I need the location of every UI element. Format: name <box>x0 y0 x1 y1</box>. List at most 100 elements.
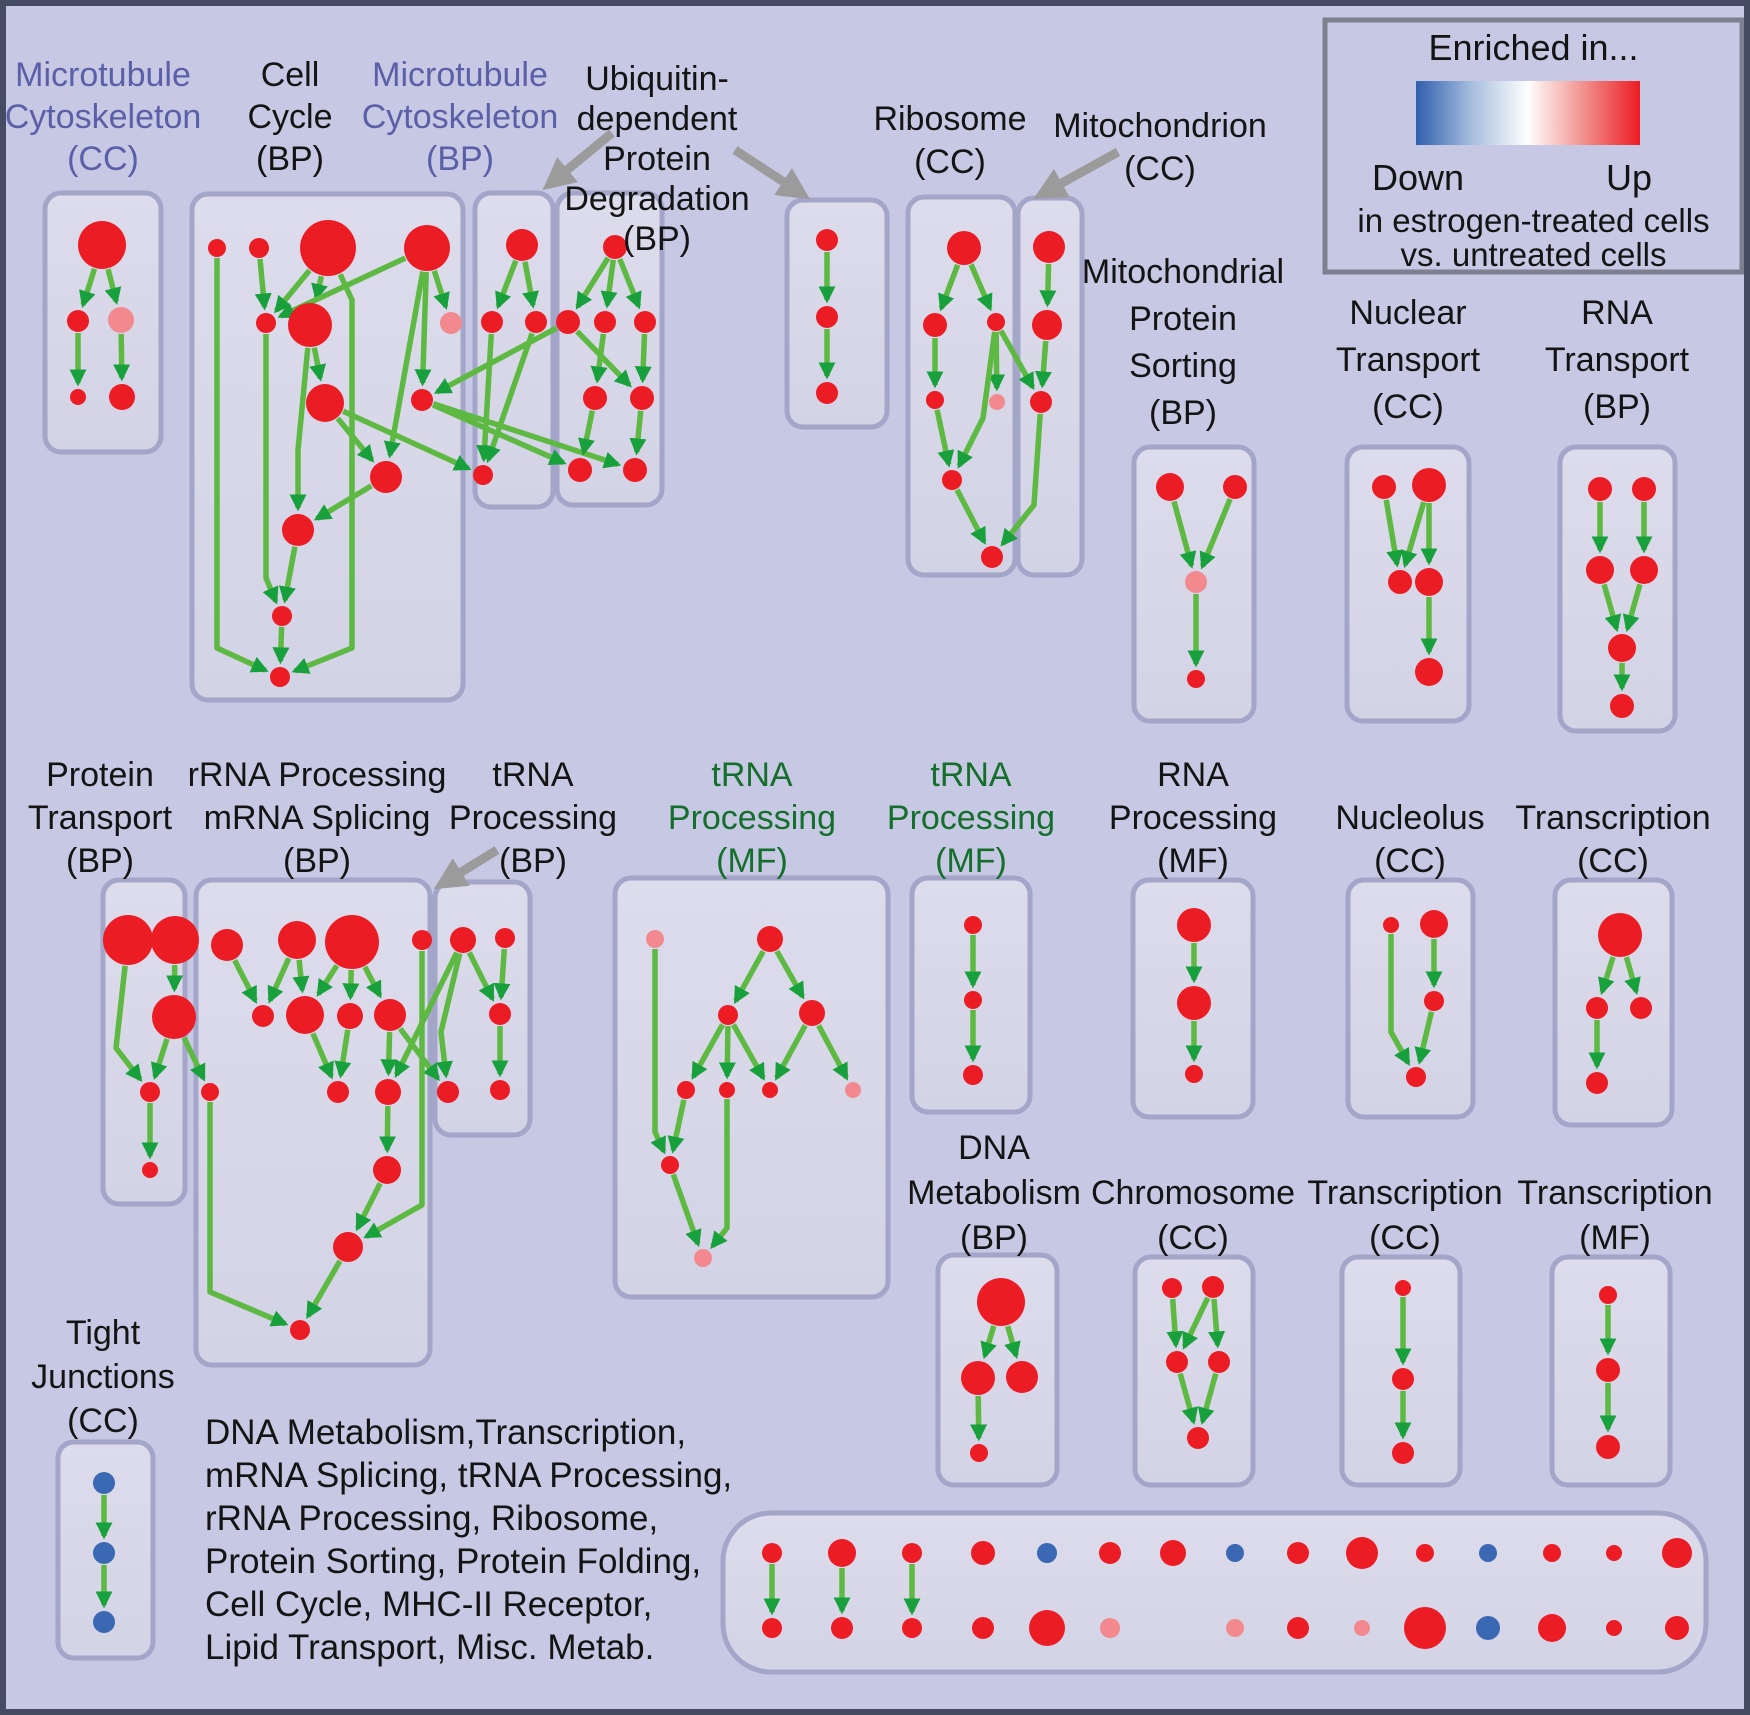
cell-cycle-node-B7 <box>306 384 344 422</box>
ubiquitin-degradation-label-line4: (BP) <box>623 220 691 258</box>
edge-B2-B5 <box>254 258 272 311</box>
rna-transport-node-Q5 <box>1608 634 1636 662</box>
chromosome-node-C4 <box>1208 1351 1230 1373</box>
trna-processing-bp-node-T1 <box>450 927 476 953</box>
edge-P3-P4 <box>150 1038 170 1081</box>
edge-F3-F8 <box>362 965 383 999</box>
edge-M4-M8 <box>816 1024 849 1081</box>
protein-transport-node-P1 <box>103 915 153 965</box>
dna-metabolism-node-D4 <box>970 1444 988 1462</box>
mitochondrion-node-K3 <box>1030 391 1052 413</box>
trna-processing-bp-node-T3 <box>489 1003 511 1025</box>
edge-K2-K3 <box>1034 340 1052 389</box>
tight-junctions-node-J1 <box>93 1472 115 1494</box>
annotation-text-line5: Lipid Transport, Misc. Metab. <box>205 1628 654 1667</box>
protein-transport-label-line2: (BP) <box>66 842 134 880</box>
annotation-text-line2: rRNA Processing, Ribosome, <box>205 1499 658 1538</box>
edge-F1-F5 <box>232 958 258 1004</box>
rrna-processing-node-F14 <box>290 1320 310 1340</box>
edge-F9-F14 <box>207 1102 289 1327</box>
trna-processing-mf-1-box <box>612 875 891 1300</box>
chromosome-label-line1: (CC) <box>1157 1219 1229 1257</box>
annotation-text-line3: Protein Sorting, Protein Folding, <box>205 1542 701 1581</box>
misc-node-top-13 <box>1606 1545 1622 1561</box>
rrna-processing-node-F8 <box>374 999 406 1031</box>
tight-junctions-node-J2 <box>93 1542 115 1564</box>
legend-title: Enriched in... <box>1428 27 1638 68</box>
edge-A1-A2 <box>79 267 98 309</box>
edge-U2-B9 <box>433 325 558 395</box>
edge-F2-F6 <box>292 959 310 994</box>
edge-F4-F13 <box>363 951 425 1239</box>
edge-A1-A3 <box>104 268 122 305</box>
legend-box <box>1322 17 1745 275</box>
misc-node-bottom-12 <box>1538 1614 1566 1642</box>
edge-F12-F13 <box>355 1182 383 1232</box>
edge-A3-A5 <box>113 333 131 382</box>
rrna-processing-label-line0: rRNA Processing <box>188 756 447 794</box>
nuclear-transport-node-N4 <box>1415 568 1443 596</box>
edge-B7-B10 <box>335 416 375 463</box>
rrna-processing-label-line2: (BP) <box>283 842 351 880</box>
transcription-mf-bottom-node-Y3 <box>1596 1435 1620 1459</box>
rna-transport-label-line0: RNA <box>1581 294 1653 332</box>
ribosome-node-R6 <box>942 470 962 490</box>
tight-junctions-label-line1: Junctions <box>31 1358 175 1396</box>
transcription-mf-bottom-label-line0: Transcription <box>1517 1174 1712 1212</box>
transcription-mf-bottom-node-Y2 <box>1596 1358 1620 1382</box>
annotation-arrow-3 <box>433 846 500 890</box>
transcription-cc-bottom-label-line1: (CC) <box>1369 1219 1441 1257</box>
edge-T1-T3 <box>466 951 495 1002</box>
misc-node-top-1 <box>828 1539 856 1567</box>
edge-B12-B13 <box>272 626 290 665</box>
transcription-cc-bottom-label-line0: Transcription <box>1307 1174 1502 1212</box>
mito-protein-sorting-label-line2: Sorting <box>1129 347 1237 385</box>
dna-metabolism-label-line0: DNA <box>958 1129 1030 1167</box>
edge-F8-F11 <box>380 1031 398 1077</box>
edge-F11-F12 <box>378 1105 396 1154</box>
dna-metabolism-box <box>935 1252 1060 1488</box>
ribosome-node-R7 <box>981 546 1003 568</box>
rna-processing-mf-node-G2 <box>1177 986 1211 1020</box>
nuclear-transport-node-N5 <box>1415 658 1443 686</box>
misc-node-bottom-5 <box>1100 1618 1120 1638</box>
transcription-cc-bottom-node-X1 <box>1395 1280 1411 1296</box>
dna-metabolism-node-D1 <box>977 1278 1025 1326</box>
ribosome-label-line1: (CC) <box>914 143 986 181</box>
edge-C2-C4 <box>1208 1298 1226 1349</box>
rna-transport-label-line1: Transport <box>1545 341 1690 379</box>
trna-processing-bp-label-line2: (BP) <box>499 842 567 880</box>
microtubule-cc-label-line2: (CC) <box>67 140 139 178</box>
nucleolus-node-H3 <box>1424 991 1444 1011</box>
chromosome-label-line0: Chromosome <box>1091 1174 1295 1212</box>
legend-down-label: Down <box>1372 157 1464 198</box>
edge-Q3-Q5 <box>1601 583 1622 633</box>
ubiquitin-degradation-box <box>554 190 665 508</box>
edge-B4-B9 <box>414 271 432 387</box>
trna-processing-bp-node-T4 <box>437 1081 459 1103</box>
misc-node-top-6 <box>1160 1540 1186 1566</box>
dna-metabolism-node-D3 <box>1006 1361 1038 1393</box>
edge-R3-R6 <box>956 331 998 469</box>
mitochondrion-label-line1: (CC) <box>1124 150 1196 188</box>
cell-cycle-node-B1 <box>208 239 226 257</box>
ubiquitin-degradation-label-line1: dependent <box>577 100 738 138</box>
rna-transport-node-Q3 <box>1586 556 1614 584</box>
rrna-processing-node-F11 <box>375 1079 401 1105</box>
rrna-processing-node-F3 <box>325 915 379 969</box>
cell-cycle-node-B2 <box>249 238 269 258</box>
protein-transport-node-P2 <box>151 916 199 964</box>
ubiquitin-degradation-label-line0: Ubiquitin- <box>585 60 729 98</box>
trna-processing-mf-2-label-line1: Processing <box>887 799 1055 837</box>
edge-N2-N3 <box>1400 501 1427 569</box>
ubiquitin-degradation-label-line3: Degradation <box>564 180 749 218</box>
edge-T1-T4 <box>435 952 463 1079</box>
transcription-cc-mid-node-I1 <box>1598 913 1642 957</box>
trna-processing-mf-2-label-line0: tRNA <box>930 756 1012 794</box>
nuclear-transport-node-N1 <box>1372 475 1396 499</box>
misc-node-bottom-9 <box>1354 1620 1370 1636</box>
misc-node-top-9 <box>1346 1537 1378 1569</box>
transcription-mf-bottom-node-Y1 <box>1599 1286 1617 1304</box>
